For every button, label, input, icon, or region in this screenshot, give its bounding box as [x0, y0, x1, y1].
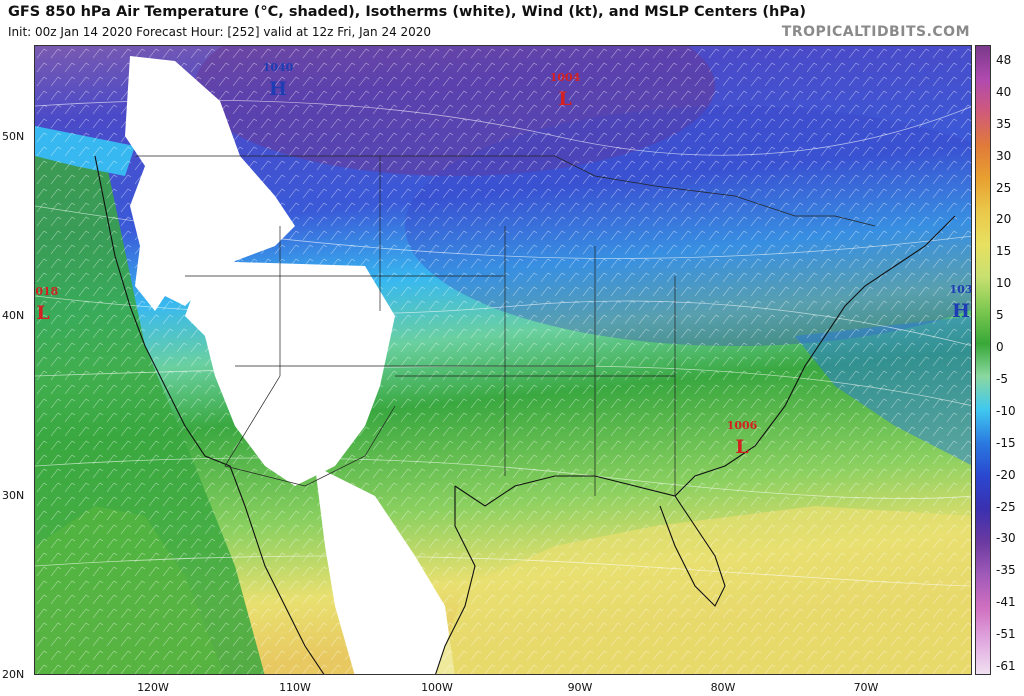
lon-label: 90W — [567, 681, 593, 694]
colorbar-tick: 20 — [996, 212, 1012, 227]
colorbar-tick: -35 — [996, 563, 1016, 578]
pressure-value: 1004 — [550, 71, 581, 84]
map-title: GFS 850 hPa Air Temperature (°C, shaded)… — [8, 4, 807, 20]
lat-label: 20N — [2, 668, 25, 681]
colorbar-tick: -20 — [996, 467, 1016, 482]
pressure-value: 1006 — [727, 419, 758, 432]
lon-label: 100W — [421, 681, 453, 694]
colorbar-tick: 0 — [996, 340, 1004, 355]
pressure-center-1004[interactable]: 1004 L — [550, 71, 581, 110]
temperature-map[interactable]: 1040 H 1004 L 1018 L 1006 L 103 H — [34, 45, 972, 675]
map-subtitle: Init: 00z Jan 14 2020 Forecast Hour: [25… — [8, 25, 432, 39]
lat-label: 50N — [2, 130, 25, 143]
pressure-center-1018[interactable]: 1018 L — [35, 285, 59, 324]
colorbar-tick: 30 — [996, 148, 1012, 163]
lon-label: 80W — [710, 681, 736, 694]
colorbar-tick: -51 — [996, 627, 1016, 642]
colorbar-tick: 10 — [996, 276, 1012, 291]
coastlines — [94, 155, 956, 674]
colorbar-tick: 15 — [996, 244, 1012, 259]
lon-label: 70W — [853, 681, 879, 694]
temperature-colorbar — [975, 45, 991, 675]
colorbar-tick: -15 — [996, 435, 1016, 450]
borders — [135, 155, 876, 496]
colorbar-tick: -30 — [996, 531, 1016, 546]
lat-label: 40N — [2, 309, 25, 322]
pressure-value: 1040 — [263, 61, 294, 74]
pressure-center-1040[interactable]: 1040 H — [263, 61, 294, 100]
pressure-value: 1018 — [35, 285, 59, 298]
high-pressure-symbol: H — [269, 78, 287, 100]
lon-label: 120W — [137, 681, 169, 694]
high-pressure-symbol: H — [952, 300, 970, 322]
colorbar-tick: -41 — [996, 595, 1016, 610]
low-pressure-symbol: L — [36, 302, 49, 324]
colorbar-tick: 25 — [996, 180, 1012, 195]
lat-label: 30N — [2, 489, 25, 502]
colorbar-tick: -5 — [996, 371, 1008, 386]
pressure-center-1006[interactable]: 1006 L — [727, 419, 758, 458]
wind-barbs — [35, 46, 971, 674]
low-pressure-symbol: L — [558, 88, 571, 110]
colorbar-tick: 48 — [996, 53, 1012, 67]
colorbar-tick: -10 — [996, 403, 1016, 418]
low-pressure-symbol: L — [735, 436, 748, 458]
branding-watermark: TROPICALTIDBITS.COM — [781, 24, 970, 40]
lon-label: 110W — [279, 681, 311, 694]
colorbar-tick: 35 — [996, 116, 1012, 131]
colorbar-tick: -25 — [996, 499, 1016, 514]
pressure-center-103[interactable]: 103 H — [950, 283, 972, 322]
colorbar-tick: 40 — [996, 84, 1012, 99]
colorbar-tick: -61 — [996, 659, 1016, 673]
pressure-value: 103 — [950, 283, 972, 296]
colorbar-tick: 5 — [996, 308, 1004, 323]
